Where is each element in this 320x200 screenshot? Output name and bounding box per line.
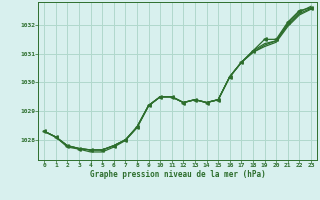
X-axis label: Graphe pression niveau de la mer (hPa): Graphe pression niveau de la mer (hPa) (90, 170, 266, 179)
